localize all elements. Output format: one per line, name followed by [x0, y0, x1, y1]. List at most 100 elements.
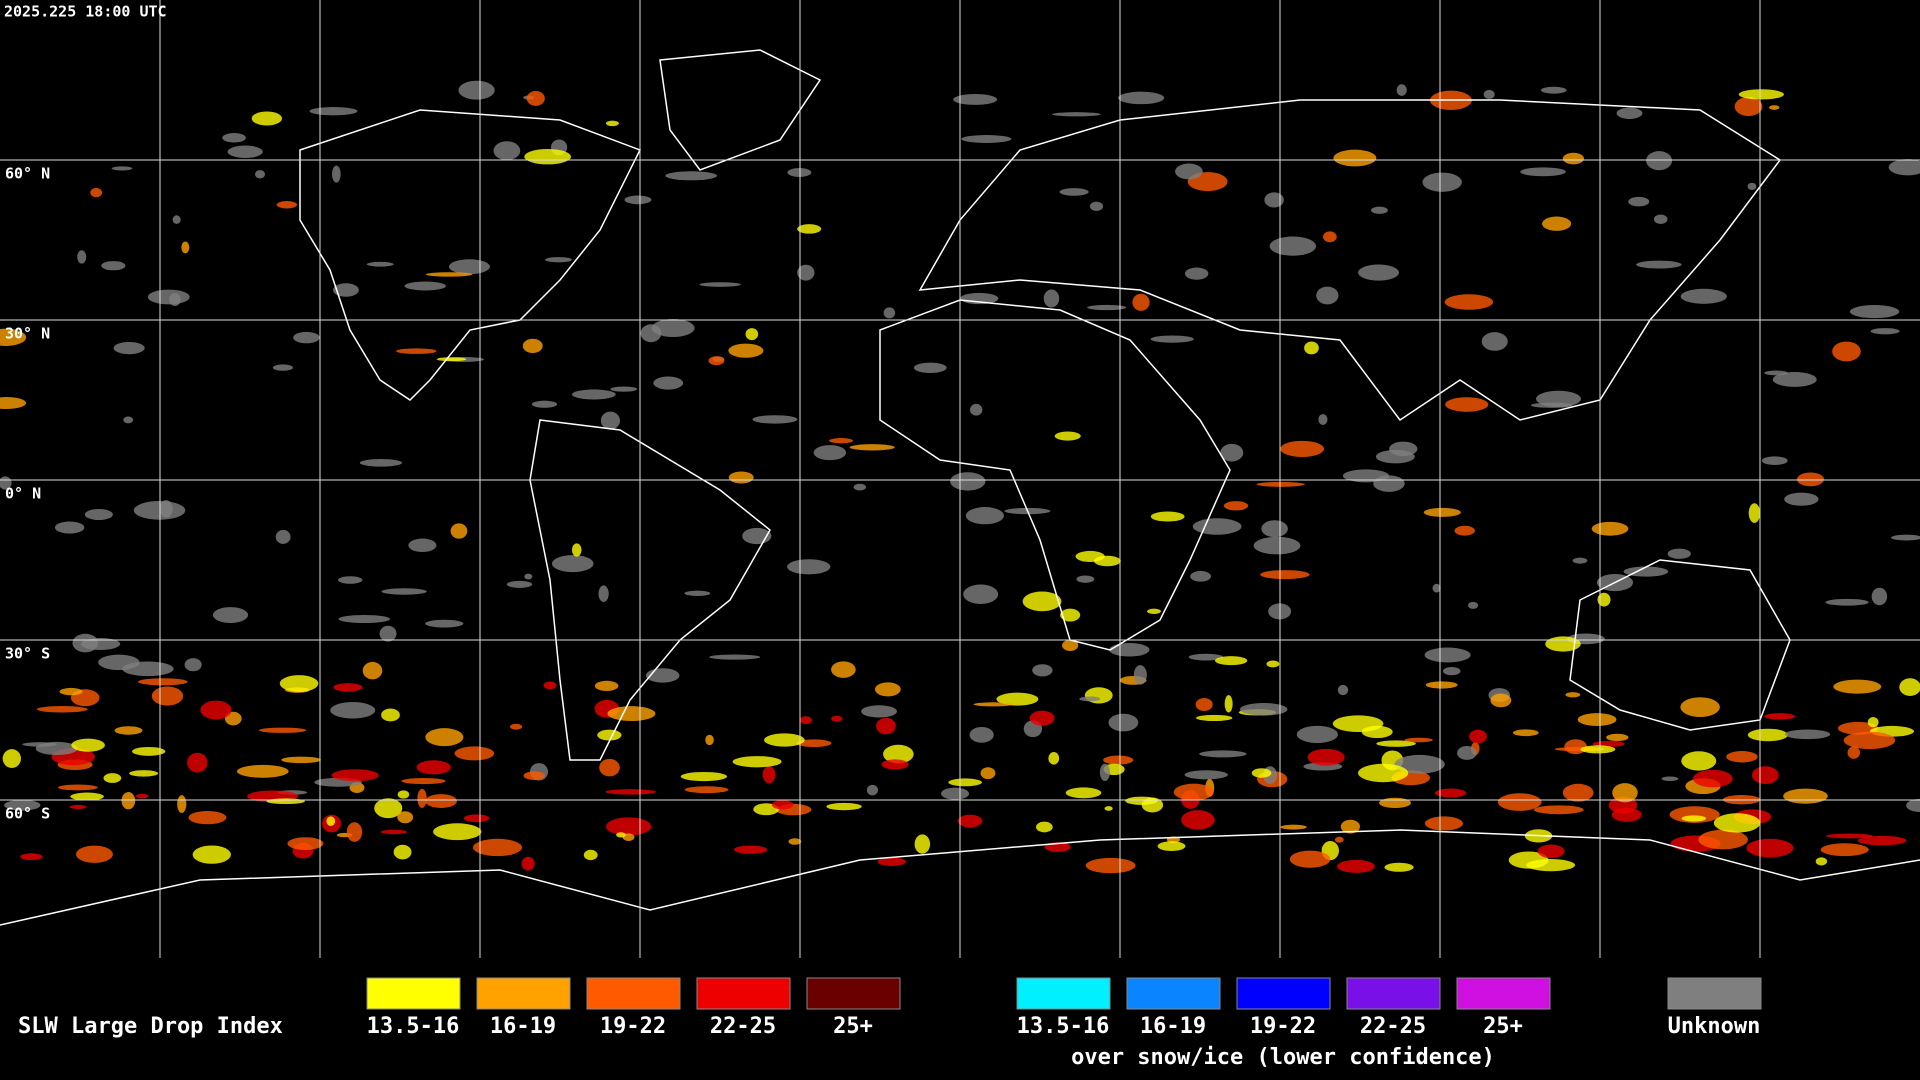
cloud-patch: [829, 438, 853, 444]
cloud-patch: [940, 787, 970, 800]
cloud-patch: [1184, 770, 1228, 780]
cloud-patch: [1261, 520, 1288, 538]
cloud-patch: [883, 744, 914, 764]
cloud-patch: [1195, 697, 1213, 711]
cloud-patch: [1043, 289, 1060, 308]
cloud-patch: [861, 705, 898, 718]
cloud-patch: [1035, 821, 1053, 833]
cloud-patch: [1260, 570, 1310, 580]
cloud-patch: [172, 215, 181, 224]
cloud-patch: [599, 758, 620, 777]
cloud-patch: [1871, 587, 1888, 606]
cloud-patch: [597, 729, 622, 741]
cloud-patch: [598, 585, 609, 602]
cloud-patch: [684, 786, 729, 794]
cloud-patch: [417, 788, 427, 808]
cloud-patch: [1542, 216, 1572, 231]
latitude-label: 30° S: [5, 645, 50, 663]
cloud-patch: [425, 794, 457, 808]
cloud-patch: [1337, 859, 1375, 873]
cloud-patch: [374, 798, 403, 819]
cloud-patch: [1445, 397, 1489, 412]
cloud-patch: [526, 90, 545, 106]
cloud-patch: [338, 614, 391, 624]
cloud-patch: [72, 633, 99, 653]
cloud-patch: [551, 555, 594, 573]
cloud-patch: [1079, 696, 1101, 702]
cloud-patch: [665, 171, 717, 181]
cloud-patch: [114, 726, 143, 735]
cloud-patch: [752, 415, 798, 424]
cloud-patch: [1564, 739, 1587, 755]
cloud-patch: [813, 445, 847, 461]
cloud-patch: [1022, 591, 1062, 612]
cloud-patch: [524, 573, 533, 580]
cloud-patch: [1333, 149, 1377, 167]
latitude-label: 0° N: [5, 485, 41, 503]
cloud-patch: [522, 338, 543, 354]
cloud-patch: [448, 259, 490, 275]
cloud-patch: [950, 472, 986, 491]
cloud-patch: [1444, 294, 1494, 310]
cloud-patch: [799, 716, 813, 725]
cloud-patch: [54, 521, 85, 534]
cloud-patch: [326, 816, 336, 826]
cloud-patch: [1888, 159, 1920, 176]
cloud-patch: [1423, 507, 1461, 517]
antarctica: [0, 829, 1920, 926]
cloud-patch: [272, 364, 293, 371]
cloud-patch: [151, 686, 184, 706]
cloud-patch: [1060, 608, 1081, 622]
cloud-patch: [425, 272, 473, 277]
cloud-patch: [359, 459, 403, 467]
cloud-patch: [275, 529, 291, 544]
legend-label: 19-22: [600, 1014, 666, 1039]
cloud-patch: [266, 798, 305, 805]
cloud-patch: [1457, 746, 1477, 760]
cloud-patch: [1906, 798, 1920, 813]
cloud-patch: [463, 814, 490, 823]
cloud-patch: [77, 250, 87, 264]
cloud-patch: [640, 324, 662, 343]
cloud-patch: [616, 832, 626, 838]
cloud-patch: [255, 170, 266, 179]
cloud-patch: [1316, 286, 1339, 305]
cloud-patch: [1184, 267, 1209, 280]
cloud-patch: [1389, 441, 1418, 457]
cloud-patch: [333, 283, 359, 297]
cloud-patch: [113, 341, 145, 355]
cloud-patch: [1891, 534, 1920, 541]
cloud-patch: [1253, 536, 1301, 555]
cloud-patch: [450, 523, 468, 539]
cloud-patch: [397, 811, 414, 824]
cloud-patch: [1307, 748, 1345, 766]
cloud-patch: [227, 145, 263, 159]
cloud-patch: [1093, 555, 1121, 567]
cloud-patch: [1612, 783, 1638, 803]
legend-label: 25+: [833, 1014, 873, 1039]
cloud-patch: [1597, 592, 1611, 607]
legend-swatch: [806, 977, 901, 1010]
cloud-patch: [1032, 664, 1053, 677]
legend-label: 16-19: [490, 1014, 556, 1039]
cloud-patch: [177, 795, 187, 813]
cloud-patch: [98, 654, 140, 671]
cloud-patch: [1680, 288, 1727, 304]
cloud-patch: [1054, 431, 1081, 441]
legend-label: 13.5-16: [1017, 1014, 1110, 1039]
north-america: [299, 109, 642, 401]
cloud-patch: [1435, 788, 1467, 798]
cloud-patch: [187, 752, 208, 773]
cloud-patch: [1337, 684, 1349, 696]
cloud-patch: [258, 727, 307, 733]
cloud-patch: [1769, 105, 1780, 110]
cloud-patch: [393, 844, 412, 860]
cloud-patch: [59, 687, 83, 696]
cloud-patch: [169, 292, 181, 307]
cloud-patch: [1764, 713, 1796, 720]
cloud-patch: [826, 802, 862, 811]
cloud-patch: [1577, 713, 1617, 726]
cloud-patch: [1280, 824, 1307, 830]
cloud-patch: [1761, 456, 1788, 465]
cloud-patch: [90, 187, 103, 198]
